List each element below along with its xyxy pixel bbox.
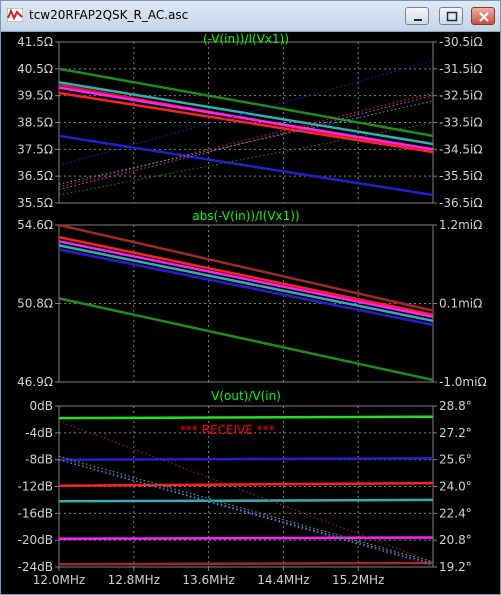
pane-2-series-1-line xyxy=(58,235,434,316)
plot-area[interactable]: 41.5Ω 40.5Ω 39.5Ω 38.5Ω 37.5Ω 36.5Ω 35.5Ω -30.5… xyxy=(1,32,500,594)
left-axis-tick-label: 46.9Ω xyxy=(17,375,53,389)
right-axis-tick-label: 20.8° xyxy=(439,533,472,547)
pane-2-series-0-line xyxy=(58,223,434,312)
pane-1-series-8-line xyxy=(58,95,434,191)
right-axis-tick-label: -31.5iΩ xyxy=(439,62,483,76)
close-icon xyxy=(479,12,489,22)
close-button[interactable] xyxy=(471,7,495,25)
right-axis-tick-label: -34.5iΩ xyxy=(439,142,483,156)
pane-3-series-6-line xyxy=(58,420,434,563)
pane-3-series-1-line xyxy=(58,457,434,461)
right-axis-tick-label: 0.1miΩ xyxy=(439,297,482,311)
receive-annotation: *** RECEIVE *** xyxy=(180,423,275,437)
left-axis-tick-label: 50.8Ω xyxy=(17,297,53,311)
x-axis-tick-label: 15.2MHz xyxy=(332,573,384,587)
pane-1-series-5-line xyxy=(58,134,434,197)
pane-1-series-6-line xyxy=(58,60,434,166)
minimize-button[interactable] xyxy=(405,7,429,25)
left-axis-tick-label: 35.5Ω xyxy=(17,196,53,210)
window-title: tcw20RFAP2QSK_R_AC.asc xyxy=(29,8,189,22)
maximize-button[interactable] xyxy=(439,7,463,25)
right-axis-tick-label: -1.0miΩ xyxy=(439,375,487,389)
pane-3-series-2-line xyxy=(58,481,434,488)
right-axis-tick-label: 19.2° xyxy=(439,560,472,574)
left-axis-tick-label: 38.5Ω xyxy=(17,116,53,130)
pane-3-title: V(out)/V(in) xyxy=(211,389,281,403)
left-axis-tick-label: 40.5Ω xyxy=(17,62,53,76)
left-axis-tick-label: 0dB xyxy=(30,399,53,413)
left-axis-tick-label: 37.5Ω xyxy=(17,142,53,156)
pane-1-series-10-line xyxy=(58,122,434,196)
left-axis-tick-label: 54.6Ω xyxy=(17,218,53,232)
pane-3-series-10-line xyxy=(58,459,434,565)
pane-1-series-4-line xyxy=(58,81,434,146)
pane-3-series-0-line xyxy=(58,415,434,420)
pane-2-series-5-line xyxy=(58,297,434,382)
right-axis-tick-label: 25.6° xyxy=(439,453,472,467)
maximize-icon xyxy=(446,11,458,22)
right-axis-tick-label: 1.2miΩ xyxy=(439,218,482,232)
left-axis-tick-label: 41.5Ω xyxy=(17,35,53,49)
right-axis-tick-label: -35.5iΩ xyxy=(439,169,483,183)
x-axis-tick-label: 14.4MHz xyxy=(257,573,309,587)
pane-1-series-7-line xyxy=(58,92,434,188)
pane-3-series-4-line xyxy=(58,536,434,541)
title-bar[interactable]: tcw20RFAP2QSK_R_AC.asc xyxy=(1,1,500,32)
waveform-app-icon xyxy=(7,8,23,22)
x-axis-tick-label: 12.0MHz xyxy=(33,573,85,587)
pane-2-series-3-line xyxy=(58,244,434,323)
right-axis-tick-label: 27.2° xyxy=(439,426,472,440)
minimize-icon xyxy=(414,19,422,21)
left-axis-tick-label: -16dB xyxy=(18,506,53,520)
right-axis-tick-label: -32.5iΩ xyxy=(439,89,483,103)
pane-3-series-3-line xyxy=(58,498,434,503)
left-axis-tick-label: -12dB xyxy=(18,480,53,494)
left-axis-tick-label: -8dB xyxy=(25,453,53,467)
pane-1-series-3-line xyxy=(58,86,434,151)
pane-1-series-0-line xyxy=(58,67,434,138)
left-axis-tick-label: 39.5Ω xyxy=(17,89,53,103)
x-axis-tick-label: 12.8MHz xyxy=(108,573,160,587)
left-axis-tick-label: -20dB xyxy=(18,533,53,547)
left-axis-tick-label: -4dB xyxy=(25,426,53,440)
right-axis-tick-label: -30.5iΩ xyxy=(439,35,483,49)
pane-1-series-2-line xyxy=(58,91,434,154)
x-axis-tick-label: 13.6MHz xyxy=(182,573,234,587)
left-axis-tick-label: 36.5Ω xyxy=(17,169,53,183)
right-axis-tick-label: -33.5iΩ xyxy=(439,116,483,130)
pane-2-series-2-line xyxy=(58,240,434,319)
pane-1-title: (-V(in))/I(Vx1)) xyxy=(203,32,289,46)
right-axis-tick-label: -36.5iΩ xyxy=(439,196,483,210)
pane-2-series-4-line xyxy=(58,248,434,327)
right-axis-tick-label: 22.4° xyxy=(439,506,472,520)
pane-3-series-7-line xyxy=(58,455,434,563)
left-axis-tick-label: -24dB xyxy=(18,560,53,574)
pane-3-series-5-line xyxy=(58,561,434,566)
pane-3-series-9-line xyxy=(58,459,434,566)
pane-3-series-8-line xyxy=(58,457,434,565)
right-axis-tick-label: 28.8° xyxy=(439,399,472,413)
pane-2-title: abs(-V(in))/I(Vx1)) xyxy=(192,209,299,223)
right-axis-tick-label: 24.0° xyxy=(439,480,472,494)
